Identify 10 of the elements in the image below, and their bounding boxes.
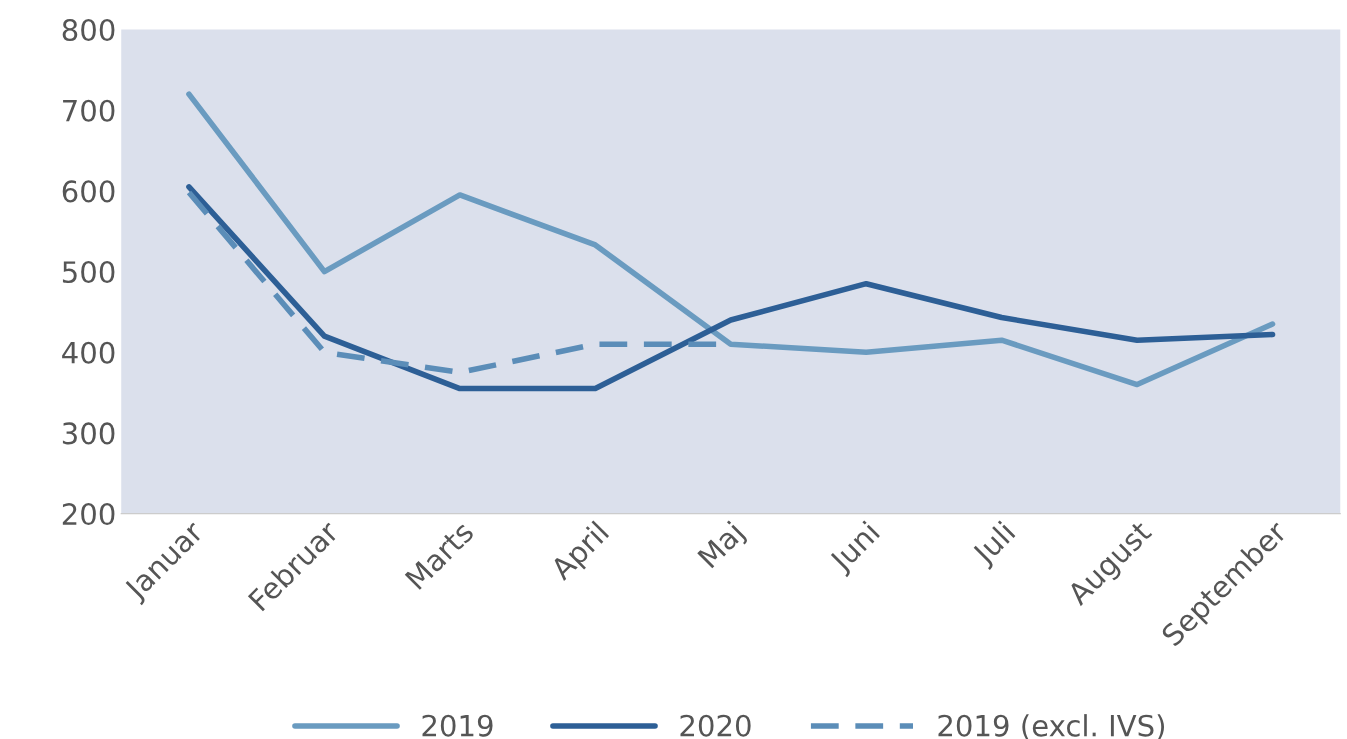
legend-label: 2020 — [680, 714, 751, 737]
y-tick-label: 500 — [62, 261, 115, 284]
legend-label: 2019 — [422, 714, 493, 737]
y-tick-label: 800 — [62, 18, 115, 42]
y-tick-label: 400 — [62, 341, 115, 364]
y-tick-label: 300 — [62, 422, 115, 445]
y-tick-label: 700 — [63, 99, 115, 122]
x-tick-label: Maj — [696, 520, 749, 573]
y-tick-label: 200 — [62, 503, 115, 526]
y-tick-label: 600 — [62, 180, 115, 203]
